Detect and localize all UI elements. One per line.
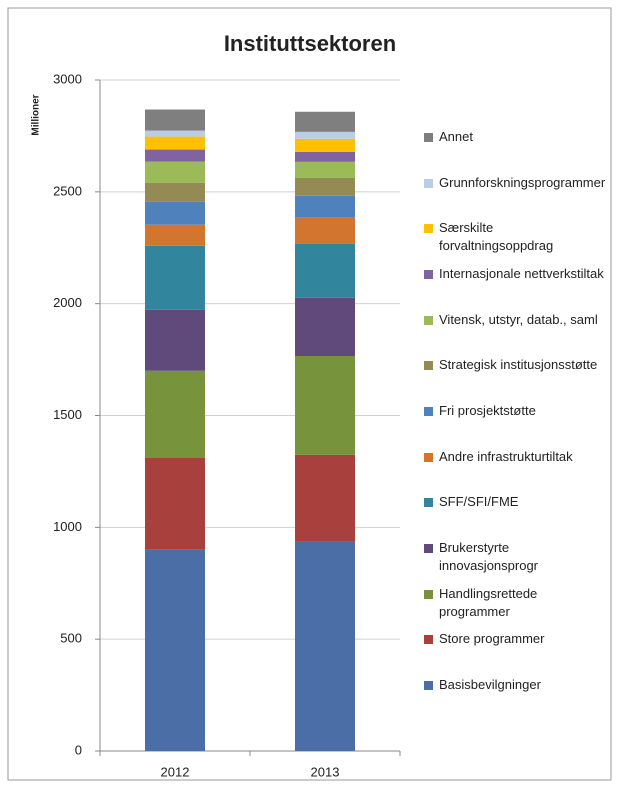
bar-segment (295, 356, 355, 455)
legend-swatch (424, 635, 433, 645)
x-tick-label: 2013 (311, 764, 340, 779)
legend-swatch (424, 452, 433, 462)
legend-item: Vitensk, utstyr, datab., saml (424, 311, 609, 329)
legend-item: Grunnforskningsprogrammer (424, 174, 609, 192)
legend-item: Annet (424, 128, 609, 146)
legend-label: Andre infrastrukturtiltak (439, 448, 573, 464)
legend-swatch (424, 133, 433, 142)
y-tick-label: 1500 (53, 407, 82, 422)
legend-label: Strategisk institusjonsstøtte (439, 357, 598, 373)
bar-segment (145, 182, 205, 202)
legend-swatch (424, 315, 433, 325)
legend-swatch (424, 224, 433, 234)
bar-segment (145, 201, 205, 225)
legend-item: Internasjonale nettverkstiltak (424, 265, 609, 283)
bar-segment (145, 109, 205, 131)
bar-segment (145, 457, 205, 550)
legend-item: Strategisk institusjonsstøtte (424, 356, 609, 374)
bar-segment (295, 111, 355, 132)
bar-segment (295, 541, 355, 751)
legend-swatch (424, 589, 433, 599)
bar-segment (145, 130, 205, 137)
y-tick-label: 2000 (53, 295, 82, 310)
bar-segment (295, 131, 355, 139)
legend-swatch (424, 544, 433, 553)
bar-segment (295, 161, 355, 178)
bar-segment (295, 151, 355, 162)
bar-segment (295, 243, 355, 298)
legend-swatch (424, 361, 433, 371)
bar-segment (295, 195, 355, 218)
legend-label: Særskilte forvaltningsoppdrag (439, 220, 554, 254)
chart-title: Instituttsektoren (224, 31, 396, 56)
bar-segment (145, 309, 205, 371)
legend-item: Brukerstyrte innovasjonsprogr (424, 539, 609, 575)
legend-item: Store programmer (424, 630, 609, 648)
legend-label: Brukerstyrte innovasjonsprogr (439, 540, 539, 573)
y-tick-label: 500 (60, 631, 82, 646)
legend-label: Fri prosjektstøtte (439, 403, 536, 418)
legend-label: Grunnforskningsprogrammer (439, 174, 606, 190)
legend-label: Basisbevilgninger (439, 677, 541, 692)
legend-swatch (424, 498, 433, 508)
bar-segment (295, 177, 355, 196)
legend-item: Handlingsrettede programmer (424, 585, 609, 621)
bar-segment (145, 161, 205, 183)
bar-segment (145, 224, 205, 246)
x-tick-label: 2012 (161, 764, 190, 779)
y-axis-label: Millioner (31, 94, 42, 135)
legend-label: Internasjonale nettverkstiltak (439, 266, 604, 281)
legend-label: Handlingsrettede programmer (439, 585, 538, 619)
legend-label: Annet (439, 129, 473, 144)
bar-segment (145, 149, 205, 162)
legend-item: Særskilte forvaltningsoppdrag (424, 219, 609, 255)
y-tick-label: 1000 (53, 519, 82, 534)
bar-segment (145, 136, 205, 150)
bar-segment (145, 245, 205, 310)
legend-swatch (424, 681, 433, 690)
bar-segment (295, 454, 355, 542)
legend-label: SFF/SFI/FME (439, 494, 519, 510)
legend-item: SFF/SFI/FME (424, 493, 609, 511)
y-tick-label: 0 (75, 742, 82, 757)
legend-label: Store programmer (439, 631, 545, 647)
legend-item: Fri prosjektstøtte (424, 402, 609, 420)
legend-swatch (424, 407, 433, 416)
legend-label: Vitensk, utstyr, datab., saml (439, 311, 598, 327)
bar-segment (145, 370, 205, 458)
legend-item: Basisbevilgninger (424, 676, 609, 694)
y-tick-label: 2500 (53, 183, 82, 198)
y-tick-label: 3000 (53, 71, 82, 86)
bar-segment (145, 549, 205, 751)
legend-swatch (424, 270, 433, 279)
bar-segment (295, 217, 355, 244)
bar-segment (295, 297, 355, 357)
bar-segment (295, 138, 355, 152)
legend-swatch (424, 178, 433, 188)
legend-item: Andre infrastrukturtiltak (424, 448, 609, 466)
